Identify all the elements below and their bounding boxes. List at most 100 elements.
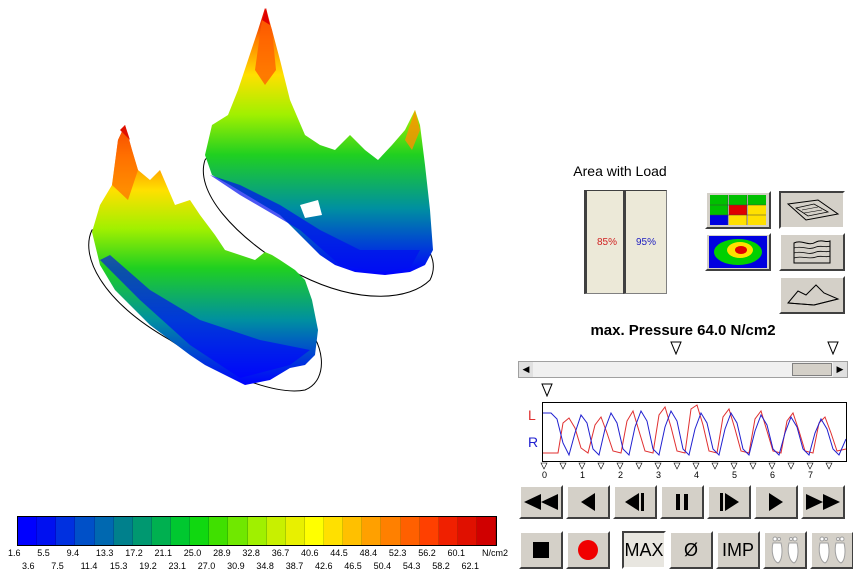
- legend-label: 7.5: [51, 561, 64, 571]
- fast-forward-button[interactable]: [801, 485, 845, 519]
- legend-label: 5.5: [37, 548, 50, 558]
- legend-top-labels: 1.6 5.5 9.4 13.3 17.2 21.1 25.0 28.9 32.8 36.7 40.…: [0, 548, 520, 560]
- scroll-right-arrow-icon[interactable]: ▶: [833, 362, 847, 377]
- legend-swatch: [324, 517, 344, 545]
- legend-swatch: [132, 517, 152, 545]
- heatmap-icon: [709, 236, 767, 268]
- record-button[interactable]: [566, 531, 610, 569]
- legend-label: 25.0: [183, 548, 202, 558]
- legend-label: 21.1: [154, 548, 173, 558]
- frame-forward-icon: [720, 493, 739, 511]
- record-icon: [578, 540, 598, 560]
- pressure-3d-plot: [88, 8, 434, 392]
- stop-icon: [533, 542, 549, 558]
- step-back-icon: [581, 493, 595, 511]
- legend-label: 19.2: [139, 561, 157, 571]
- heatmap-view-button[interactable]: [705, 233, 771, 271]
- fast-forward-icon: [806, 494, 840, 510]
- pause-button[interactable]: [660, 485, 704, 519]
- legend-swatch: [362, 517, 382, 545]
- scroll-thumb[interactable]: [792, 363, 832, 376]
- legend-swatch: [171, 517, 191, 545]
- legend-swatch: [343, 517, 363, 545]
- scroll-left-arrow-icon[interactable]: ◀: [519, 362, 533, 377]
- pressure-color-legend: [17, 516, 497, 546]
- legend-label: 28.9: [213, 548, 231, 558]
- left-area-bar: 85%: [584, 190, 628, 294]
- force-trace-graph: [542, 402, 847, 462]
- max-button[interactable]: MAX: [622, 531, 666, 569]
- rewind-button[interactable]: [519, 485, 563, 519]
- legend-label: 17.2: [125, 548, 143, 558]
- legend-label: 48.4: [359, 548, 378, 558]
- legend-label: 62.1: [461, 561, 480, 571]
- legend-label: 11.4: [80, 561, 98, 571]
- frame-back-icon: [625, 493, 644, 511]
- timeline-scrollbar[interactable]: ◀ ▶: [518, 361, 848, 378]
- average-button[interactable]: Ø: [669, 531, 713, 569]
- grid-view-button[interactable]: [705, 191, 771, 229]
- legend-swatch: [56, 517, 76, 545]
- legend-swatch: [477, 517, 497, 545]
- legend-label: 27.0: [197, 561, 216, 571]
- area-with-load-title: Area with Load: [573, 163, 667, 179]
- max-pressure-marker-icon: [670, 341, 682, 355]
- contour-view-button[interactable]: [779, 233, 845, 271]
- legend-swatch: [18, 517, 38, 545]
- play-button[interactable]: [754, 485, 798, 519]
- legend-swatch: [94, 517, 114, 545]
- legend-swatch: [209, 517, 229, 545]
- legend-label: 13.3: [95, 548, 114, 558]
- grid-view-icon: [710, 195, 766, 225]
- legend-label: 3.6: [22, 561, 35, 571]
- legend-swatch: [247, 517, 267, 545]
- legend-label: 30.9: [227, 561, 245, 571]
- right-area-bar: 95%: [623, 190, 667, 294]
- legend-unit: N/cm2: [482, 548, 509, 558]
- legend-label: 54.3: [402, 561, 421, 571]
- legend-bottom-labels: 3.6 7.5 11.4 15.3 19.2 23.1 27.0 30.9 34.8 38.7 42…: [0, 561, 520, 573]
- legend-label: 15.3: [109, 561, 128, 571]
- impulse-button[interactable]: IMP: [716, 531, 760, 569]
- tick-label: 4: [694, 470, 700, 480]
- tick-label: 3: [656, 470, 662, 480]
- legend-label: 40.6: [301, 548, 319, 558]
- legend-swatch: [266, 517, 286, 545]
- left-area-fill: [587, 206, 627, 293]
- profile-view-button[interactable]: [779, 276, 845, 314]
- legend-swatch: [190, 517, 210, 545]
- range-end-marker-icon[interactable]: [827, 341, 839, 355]
- tick-label: 0: [542, 470, 548, 480]
- legend-swatch: [381, 517, 401, 545]
- right-trace-label: R: [528, 434, 539, 450]
- step-back-button[interactable]: [566, 485, 610, 519]
- legend-label: 1.6: [8, 548, 21, 558]
- legend-label: 36.7: [271, 548, 290, 558]
- legend-swatch: [75, 517, 95, 545]
- feet-outline-icon: [818, 536, 846, 564]
- legend-label: 56.2: [418, 548, 436, 558]
- legend-label: 38.7: [285, 561, 304, 571]
- trace-ticks: 0 1 2 3 4 5 6 7: [540, 462, 850, 482]
- legend-label: 9.4: [66, 548, 80, 558]
- legend-swatch: [285, 517, 305, 545]
- tick-label: 5: [732, 470, 738, 480]
- right-area-fill: [626, 196, 666, 293]
- legend-label: 32.8: [242, 548, 260, 558]
- frame-back-button[interactable]: [613, 485, 657, 519]
- rewind-icon: [524, 494, 558, 510]
- left-trace-label: L: [528, 407, 536, 423]
- playhead-marker-icon[interactable]: [541, 383, 553, 397]
- tick-label: 7: [808, 470, 814, 480]
- left-foot-button[interactable]: [763, 531, 807, 569]
- frame-forward-button[interactable]: [707, 485, 751, 519]
- legend-swatch: [151, 517, 171, 545]
- legend-swatch: [37, 517, 57, 545]
- 3d-view-button[interactable]: [779, 191, 845, 229]
- both-feet-button[interactable]: [810, 531, 853, 569]
- legend-label: 60.1: [447, 548, 466, 558]
- play-icon: [769, 493, 783, 511]
- stop-button[interactable]: [519, 531, 563, 569]
- legend-swatch: [228, 517, 248, 545]
- right-area-value: 95%: [635, 237, 656, 248]
